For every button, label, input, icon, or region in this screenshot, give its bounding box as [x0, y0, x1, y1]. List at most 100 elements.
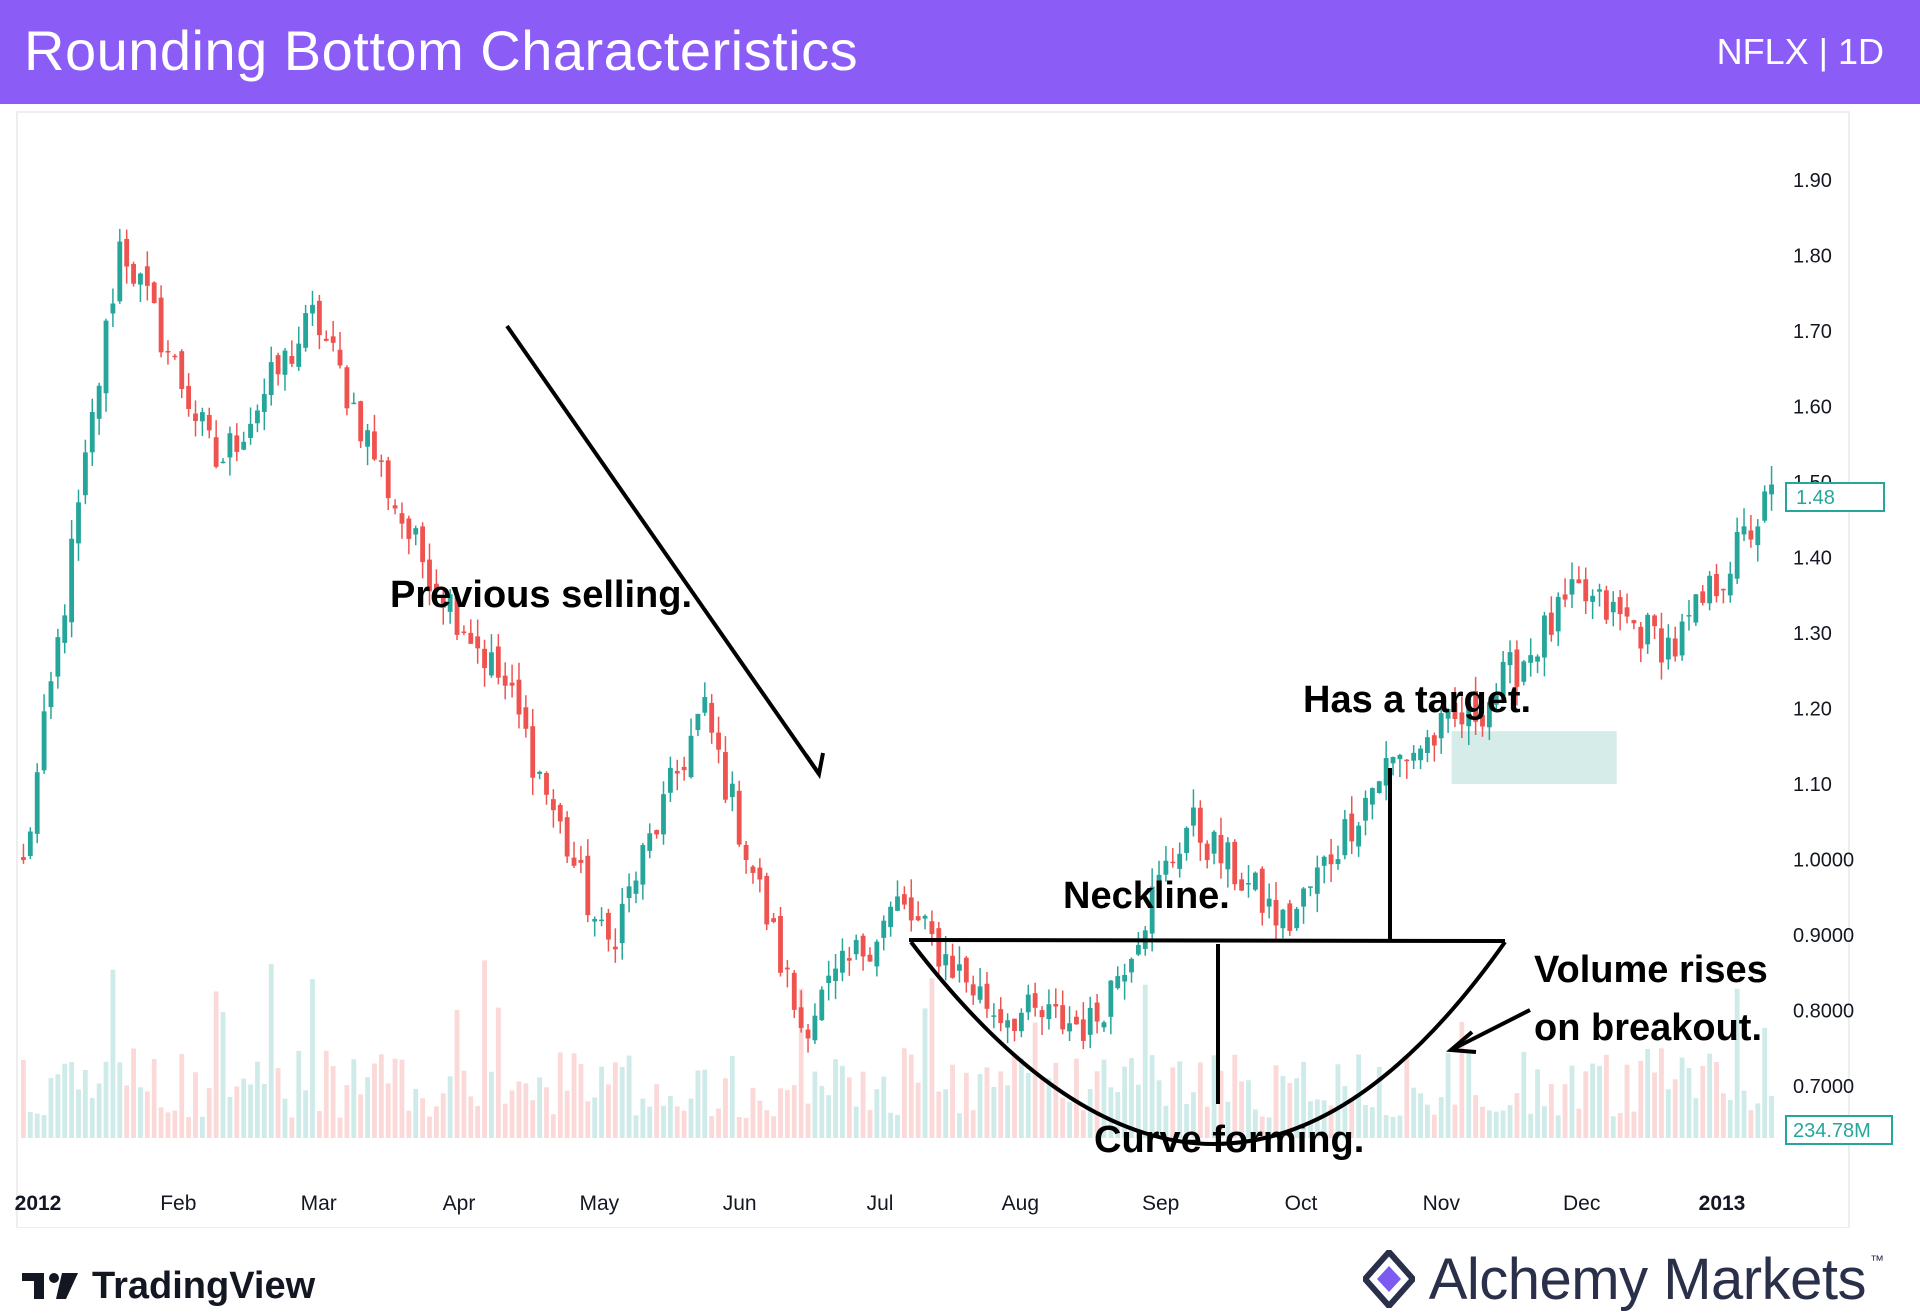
volume-bar	[867, 1109, 873, 1138]
volume-bar	[241, 1078, 247, 1138]
candle-body	[764, 875, 770, 925]
volume-bar	[1411, 1087, 1417, 1138]
candle-body	[1239, 879, 1245, 891]
candle-body	[840, 950, 845, 973]
candle-body	[750, 866, 756, 873]
candle-body	[1280, 909, 1286, 929]
volume-bar	[1755, 1103, 1761, 1138]
volume-bar	[1707, 1053, 1713, 1138]
volume-bar	[213, 991, 219, 1138]
volume-bar	[1383, 1115, 1389, 1138]
candle-body	[1562, 594, 1568, 600]
candle-body	[1294, 908, 1300, 929]
candle-body	[998, 1009, 1004, 1024]
volume-bar	[1115, 1091, 1121, 1138]
candle-body	[1397, 754, 1403, 760]
volume-bar	[1294, 1078, 1300, 1138]
volume-bar	[688, 1098, 694, 1138]
volume-bar	[193, 1072, 198, 1138]
x-tick-label: May	[579, 1192, 619, 1215]
tradingview-logo-icon	[22, 1273, 78, 1299]
volume-bar	[915, 1082, 921, 1138]
candle-body	[489, 652, 494, 676]
candle-body	[461, 631, 467, 634]
volume-bar	[626, 1055, 632, 1138]
volume-bar	[908, 1054, 914, 1138]
candle-body	[420, 526, 426, 563]
candle-body	[1707, 575, 1713, 604]
volume-bar	[489, 1071, 494, 1138]
volume-bar	[1287, 1083, 1293, 1138]
volume-bar	[736, 1117, 742, 1138]
volume-bar	[1535, 1069, 1540, 1138]
candle-body	[812, 1015, 818, 1041]
volume-bar	[1184, 1104, 1189, 1138]
candle-body	[1486, 702, 1492, 728]
current-volume-box	[1785, 1115, 1893, 1145]
volume-bar	[1101, 1059, 1107, 1138]
candle-body	[495, 646, 501, 678]
volume-bar	[764, 1110, 770, 1138]
candle-body	[901, 894, 907, 905]
volume-bar	[468, 1096, 474, 1138]
volume-bar	[385, 1083, 391, 1138]
volume-bar	[1425, 1104, 1430, 1138]
candle-body	[1053, 1003, 1059, 1007]
candle-body	[124, 238, 130, 267]
volume-bar	[1438, 1097, 1444, 1138]
volume-bar	[943, 1089, 949, 1138]
volume-bar	[1246, 1080, 1251, 1138]
y-tick-label: 0.9000	[1793, 925, 1854, 947]
volume-bar	[895, 1114, 900, 1138]
candle-body	[1624, 607, 1630, 617]
candle-body	[1163, 860, 1169, 875]
candle-body	[957, 964, 962, 971]
volume-bar	[76, 1089, 81, 1138]
candle-body	[131, 263, 136, 284]
candle-body	[261, 394, 267, 412]
candle-body	[89, 411, 95, 453]
volume-bar	[151, 1058, 157, 1138]
candle-body	[144, 266, 150, 286]
volume-bar	[268, 963, 274, 1138]
volume-bar	[1610, 1116, 1616, 1138]
current-price-box	[1785, 481, 1885, 512]
candle-body	[523, 707, 529, 729]
volume-bar	[179, 1053, 185, 1138]
candle-body	[784, 967, 790, 970]
candle-body	[427, 559, 432, 592]
volume-bar	[227, 1096, 233, 1138]
volume-arrowhead	[1446, 1030, 1477, 1054]
candle-body	[138, 273, 143, 285]
volume-bar	[1342, 1086, 1348, 1138]
volume-bar	[1748, 1110, 1754, 1138]
volume-bar	[1390, 1116, 1396, 1138]
volume-bar	[440, 1093, 446, 1138]
volume-bar	[1369, 1107, 1375, 1138]
candle-body	[922, 915, 928, 919]
x-tick-label: Dec	[1563, 1192, 1600, 1215]
volume-bar	[1170, 1067, 1176, 1138]
candle-body	[1266, 898, 1272, 907]
volume-bar	[1335, 1064, 1341, 1138]
candle-body	[1652, 615, 1657, 627]
candle-body	[771, 918, 777, 922]
candle-body	[1184, 827, 1189, 853]
volume-bar	[21, 1059, 26, 1138]
volume-bar	[337, 1117, 343, 1138]
volume-bar	[805, 1103, 811, 1138]
candle-body	[1101, 1022, 1107, 1028]
volume-bar	[530, 1100, 536, 1138]
candle-body	[1376, 781, 1382, 793]
candle-body	[475, 636, 481, 649]
volume-bar	[1734, 988, 1740, 1138]
volume-bar	[1397, 1115, 1403, 1138]
volume-bar	[1714, 1062, 1719, 1138]
volume-bar	[606, 1084, 611, 1138]
candle-body	[413, 528, 419, 535]
y-tick-label: 1.70	[1793, 321, 1832, 343]
x-tick-label: 2013	[1699, 1192, 1746, 1215]
volume-bar	[1480, 1106, 1485, 1138]
candle-body	[1060, 1005, 1066, 1030]
curve-forming-label: Curve forming.	[1094, 1119, 1364, 1161]
